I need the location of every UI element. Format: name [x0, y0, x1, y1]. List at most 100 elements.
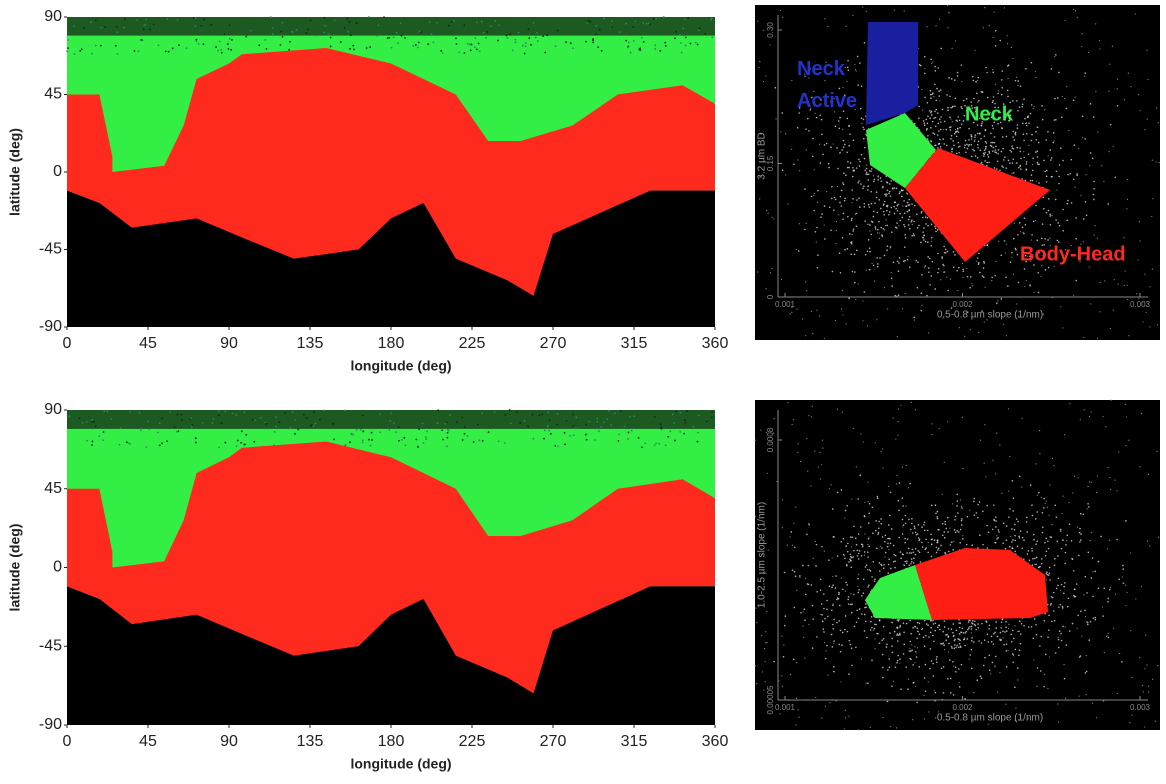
scatter-dot [1024, 254, 1027, 257]
scatter-dot [997, 691, 999, 693]
scatter-dot [974, 110, 977, 113]
scatter-dot [932, 132, 934, 134]
scatter-dot [852, 556, 855, 558]
scatter-dot [994, 83, 996, 85]
scatter-dot [841, 644, 843, 647]
scatter-dot [891, 621, 894, 624]
scatter-dot [861, 122, 863, 125]
scatter-dot [979, 439, 982, 441]
noise-dot [660, 427, 663, 430]
scatter-dot [1156, 107, 1158, 109]
noise-dot [674, 30, 677, 33]
scatter-dot [805, 149, 807, 151]
scatter-dot [798, 716, 800, 718]
scatter-dot [972, 285, 974, 287]
scatter-dot [1021, 547, 1024, 550]
scatter-dot [1002, 637, 1004, 639]
scatter-dot [859, 474, 862, 477]
scatter-dot [759, 198, 761, 200]
scatter-dot [1031, 234, 1033, 236]
noise-dot [138, 411, 141, 414]
scatter-dot [1016, 545, 1019, 548]
scatter-dot [831, 198, 833, 200]
scatter-dot [1152, 198, 1154, 200]
scatter-dot [992, 459, 994, 461]
scatter-dot [949, 659, 951, 661]
scatter-dot [918, 117, 920, 119]
scatter-dot [1012, 637, 1015, 640]
scatter-dot [757, 155, 760, 157]
scatter-dot [791, 79, 793, 82]
noise-dot [534, 36, 537, 39]
scatter-dot [927, 267, 930, 269]
scatter-dot [804, 657, 806, 659]
noise-dot [659, 423, 662, 426]
scatter-dot [1005, 276, 1007, 279]
scatter-dot [850, 560, 852, 562]
scatter-dot [956, 130, 958, 132]
scatter-dot [935, 230, 937, 233]
scatter-dot [1012, 273, 1015, 275]
scatter-dot [876, 228, 879, 231]
scatter-dot [1020, 168, 1022, 170]
scatter-dot [923, 645, 926, 648]
scatter-dot [878, 642, 881, 644]
scatter-dot [864, 169, 866, 172]
scatter-dot [926, 102, 929, 104]
noise-dot [424, 436, 427, 439]
noise-dot [259, 416, 262, 419]
scatter-dot [1054, 652, 1057, 654]
scatter-dot [994, 666, 996, 668]
annotation: Neck Active [797, 58, 857, 112]
scatter-dot [1034, 518, 1037, 520]
scatter-dot [897, 294, 900, 296]
scatter-dot [848, 166, 850, 169]
scatter-dot [1109, 489, 1112, 491]
scatter-dot [1025, 168, 1028, 171]
scatter-dot [911, 203, 913, 205]
scatter-dot [908, 215, 911, 218]
scatter-dot [896, 640, 899, 642]
scatter-dot [771, 267, 773, 270]
scatter-dot [897, 408, 900, 410]
scatter-dot [924, 216, 927, 218]
scatter-dot [1028, 144, 1030, 146]
scatter-dot [922, 120, 925, 122]
scatter-dot [977, 132, 979, 135]
scatter-dot [864, 146, 866, 149]
scatter-dot [909, 657, 912, 660]
scatter-dot [1018, 166, 1020, 169]
scatter-dot [904, 236, 907, 239]
noise-dot [641, 446, 643, 449]
scatter-dot [896, 661, 898, 664]
scatter-dot [824, 18, 826, 20]
scatter-dot [990, 116, 993, 118]
body-cluster [905, 148, 1050, 262]
scatter-dot [795, 506, 797, 508]
scatter-dot [928, 711, 930, 713]
scatter-dot [1014, 523, 1016, 526]
scatter-dot [851, 536, 854, 538]
y-tick-label: -45 [39, 241, 62, 258]
scatter-dot [880, 226, 883, 229]
noise-dot [711, 411, 714, 414]
scatter-dot [1031, 547, 1033, 550]
scatter-dot [926, 26, 928, 28]
annotation-line: Active [797, 90, 857, 112]
scatter-dot [938, 143, 940, 145]
scatter-dot [844, 509, 847, 512]
scatter-dot [1011, 162, 1014, 164]
scatter-dot [877, 263, 879, 265]
scatter-dot [837, 167, 839, 170]
scatter-dot [821, 545, 823, 548]
scatter-dot [923, 523, 925, 526]
scatter-dot [924, 67, 926, 70]
scatter-dot [1114, 176, 1117, 179]
scatter-dot [874, 442, 876, 444]
scatter-dot [811, 405, 813, 407]
scatter-dot [830, 609, 833, 612]
scatter-dot [1032, 107, 1034, 109]
scatter-dot [930, 244, 932, 247]
scatter-dot [1043, 243, 1045, 246]
scatter-dot [994, 102, 996, 105]
